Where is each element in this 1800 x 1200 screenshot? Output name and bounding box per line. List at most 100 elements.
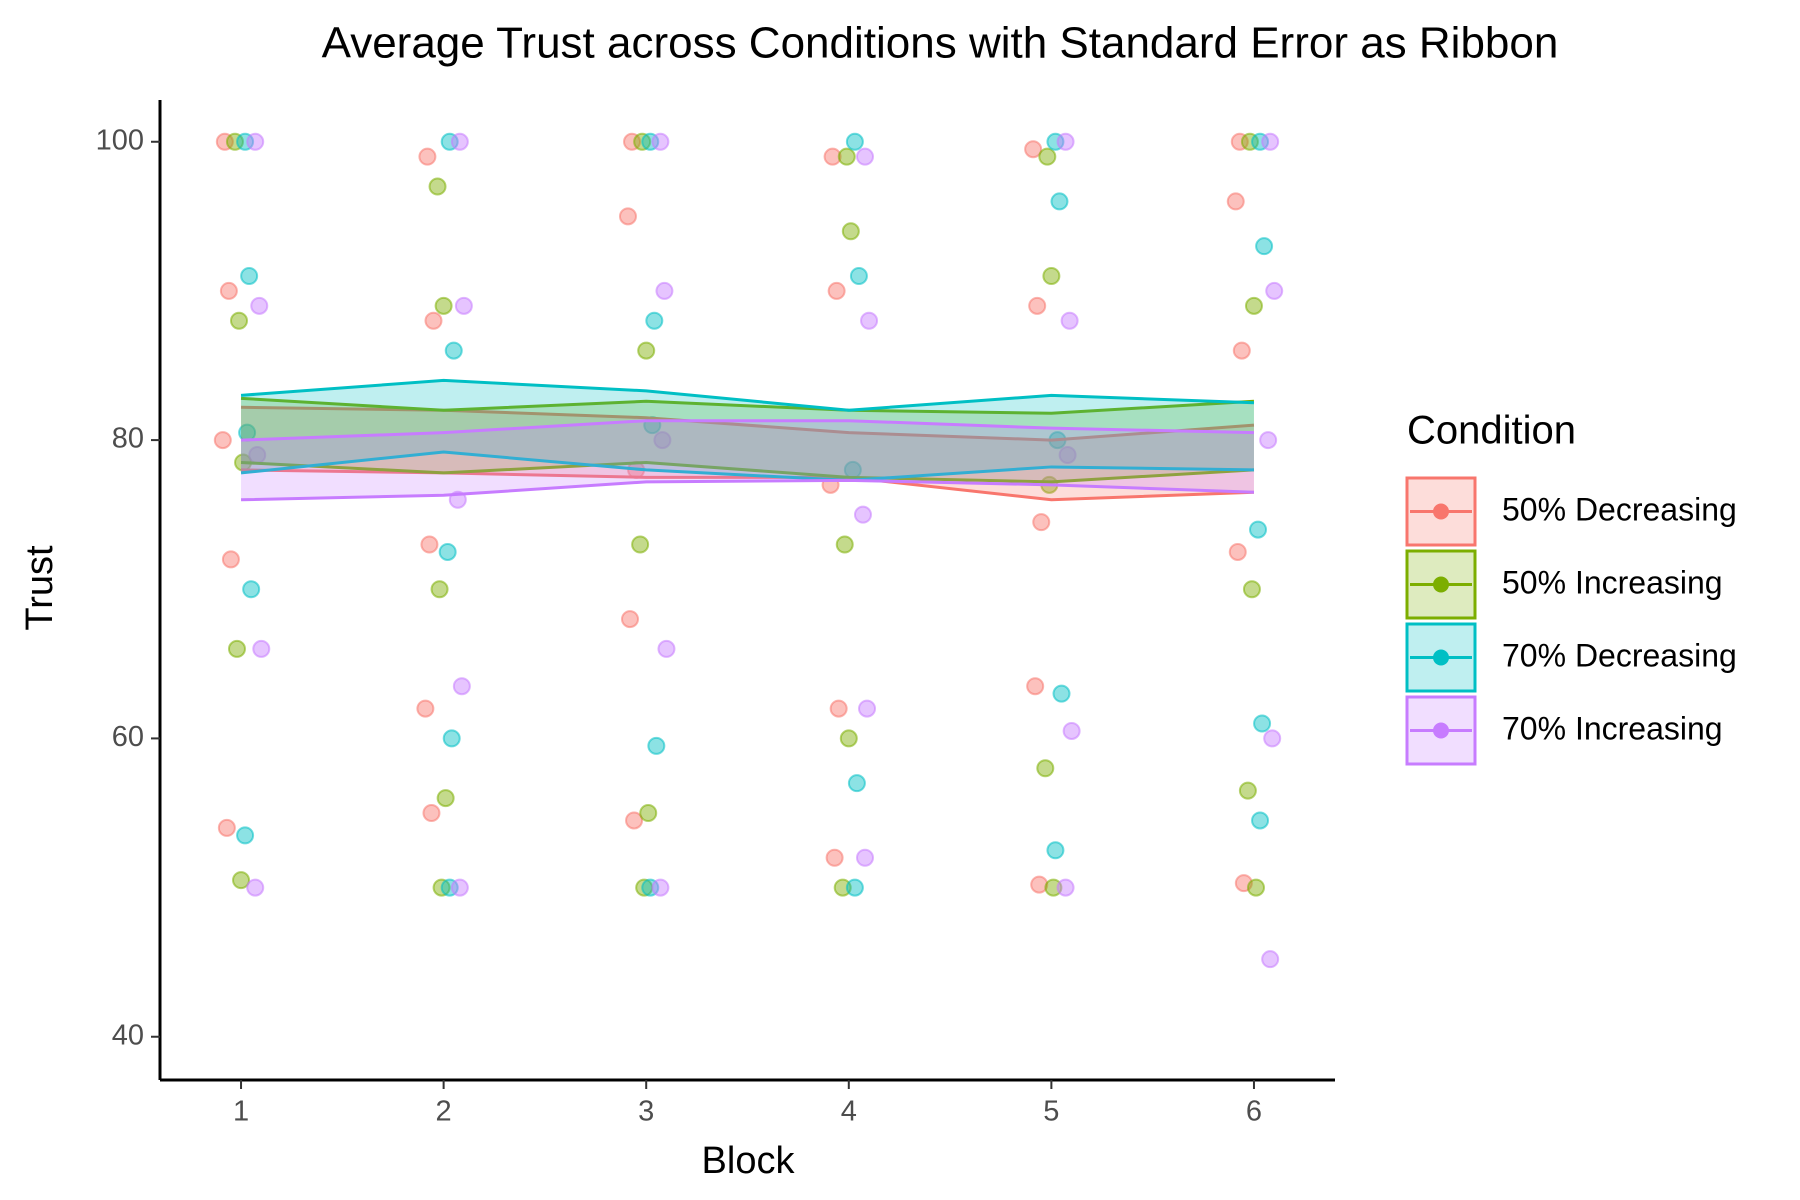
data-point (1050, 192, 1069, 211)
data-point (442, 729, 461, 748)
data-point (422, 803, 441, 822)
legend-key-dot (1433, 722, 1449, 739)
data-point (833, 878, 852, 897)
data-point (454, 296, 473, 315)
data-point (219, 281, 238, 300)
data-point (829, 699, 848, 718)
data-point (1058, 446, 1077, 465)
data-point (1032, 513, 1051, 532)
data-point (1228, 542, 1247, 561)
x-tick-label: 4 (841, 1096, 857, 1128)
data-point (221, 550, 240, 569)
data-point (845, 878, 864, 897)
data-point (837, 147, 856, 166)
data-point (657, 639, 676, 658)
data-point (835, 535, 854, 554)
x-tick-label: 2 (436, 1096, 452, 1128)
data-point (450, 878, 469, 897)
data-point (839, 729, 858, 748)
data-point (428, 177, 447, 196)
data-point (1251, 811, 1270, 830)
x-tick-label: 3 (638, 1096, 654, 1128)
data-point (637, 341, 656, 360)
x-tick-label: 5 (1043, 1096, 1059, 1128)
ribbon-upper (240, 419, 1254, 442)
chart-title: Average Trust across Conditions with Sta… (322, 19, 1559, 68)
data-point (1038, 147, 1057, 166)
data-point (230, 311, 249, 330)
data-point (1056, 878, 1075, 897)
data-point (1060, 311, 1079, 330)
data-point (1046, 841, 1065, 860)
x-axis-label: Block (702, 1140, 796, 1182)
data-point (1056, 132, 1075, 151)
ribbon-lower (240, 450, 1254, 482)
data-point (1026, 677, 1045, 696)
data-point (651, 132, 670, 151)
data-point (853, 505, 872, 524)
ribbon-upper (240, 396, 1255, 415)
data-point (645, 311, 664, 330)
data-point (434, 296, 453, 315)
y-tick-label: 60 (112, 721, 144, 753)
legend-key-dot (1433, 576, 1449, 593)
data-point (452, 677, 471, 696)
data-point (858, 699, 877, 718)
legend-title: Condition (1407, 409, 1576, 453)
data-point (856, 848, 874, 867)
ribbon-lower (240, 460, 1255, 484)
data-point (444, 341, 463, 360)
data-point (450, 132, 469, 151)
data-point (845, 132, 864, 151)
data-point (213, 431, 232, 450)
data-point (1261, 950, 1280, 969)
data-point (1244, 296, 1263, 315)
data-point (1052, 684, 1071, 703)
data-point (1030, 875, 1049, 894)
y-tick-label: 100 (96, 124, 144, 156)
legend-label: 70% Increasing (1502, 710, 1723, 746)
data-point (1249, 520, 1268, 539)
data-point (418, 147, 437, 166)
data-point (1044, 878, 1063, 897)
data-point (618, 207, 637, 226)
data-point (625, 811, 644, 830)
legend-key-dot (1433, 503, 1449, 520)
y-axis-label: Trust (19, 545, 61, 631)
y-tick-label: 40 (112, 1019, 144, 1051)
data-point (250, 296, 269, 315)
data-point (847, 774, 866, 793)
data-point (424, 311, 443, 330)
x-tick-label: 1 (233, 1096, 249, 1128)
data-point (1253, 714, 1272, 733)
points (213, 132, 1284, 969)
data-point (232, 871, 251, 890)
data-point (1265, 281, 1284, 300)
data-point (639, 803, 658, 822)
data-point (860, 311, 879, 330)
data-point (631, 535, 650, 554)
legend-label: 50% Increasing (1502, 564, 1723, 600)
data-point (651, 878, 670, 897)
data-point (856, 147, 874, 166)
data-point (1062, 721, 1081, 740)
data-point (217, 818, 236, 837)
data-point (653, 431, 672, 450)
data-point (1024, 140, 1043, 159)
data-point (823, 147, 842, 166)
data-point (621, 610, 639, 629)
legend-label: 70% Decreasing (1502, 637, 1737, 673)
data-point (1242, 580, 1261, 599)
ribbon-lower (241, 478, 1255, 502)
data-point (1246, 878, 1265, 897)
data-point (436, 789, 455, 808)
legend-key-dot (1433, 649, 1449, 666)
data-point (1042, 267, 1061, 286)
legend-label: 50% Decreasing (1502, 491, 1737, 527)
data-point (647, 736, 666, 755)
data-point (430, 580, 449, 599)
data-point (1263, 729, 1282, 748)
data-point (1238, 781, 1257, 800)
